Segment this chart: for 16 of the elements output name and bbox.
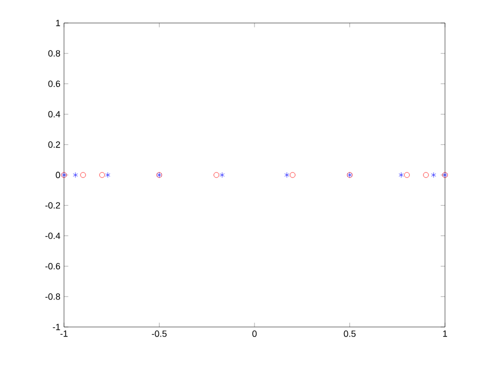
x-tick-label: 1 (443, 330, 448, 337)
x-tick-label: 0 (252, 330, 257, 337)
y-tick-label: -0.4 (45, 232, 60, 239)
y-tick-label: 1 (56, 20, 60, 26)
y-tick-label: -1 (52, 324, 60, 330)
y-tick-label: 0.6 (48, 80, 60, 87)
y-tick-label: 0.4 (48, 111, 60, 118)
y-tick-label: 0 (56, 172, 60, 178)
y-tick-label: 0.2 (48, 141, 60, 148)
y-tick-label: -0.8 (45, 293, 60, 300)
y-tick-label: 0.8 (48, 50, 60, 57)
y-tick-label: -0.2 (45, 202, 60, 209)
x-tick-label: 0.5 (344, 330, 356, 337)
x-tick-label: -0.5 (152, 330, 167, 337)
x-tick-label: -1 (60, 330, 68, 337)
y-tick-label: -0.6 (45, 262, 60, 270)
